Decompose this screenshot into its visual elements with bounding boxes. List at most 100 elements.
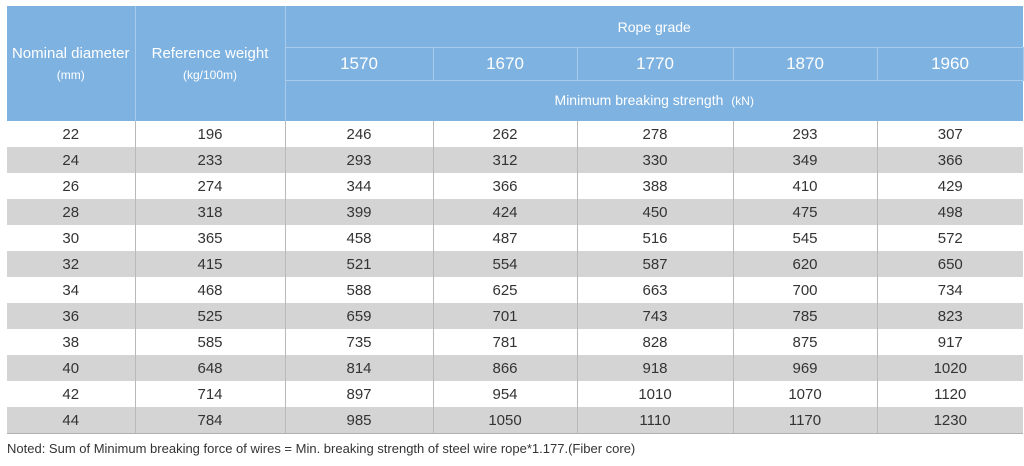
cell-grade-1770: 516: [576, 225, 733, 251]
cell-grade-1670: 781: [432, 329, 577, 355]
cell-nominal-diameter: 24: [7, 147, 135, 173]
cell-reference-weight: 274: [134, 173, 285, 199]
table-row: 26 274 344 366 388 410 429: [7, 173, 1023, 199]
cell-grade-1570: 588: [284, 277, 433, 303]
header-reference-weight: Reference weight (kg/100m): [135, 6, 286, 121]
cell-nominal-diameter: 34: [7, 277, 135, 303]
cell-grade-1870: 700: [732, 277, 877, 303]
cell-grade-1670: 366: [432, 173, 577, 199]
header-reference-weight-unit: (kg/100m): [182, 67, 238, 82]
cell-nominal-diameter: 28: [7, 199, 135, 225]
cell-grade-1870: 475: [732, 199, 877, 225]
cell-grade-1870: 620: [732, 251, 877, 277]
cell-grade-1570: 246: [284, 121, 433, 147]
cell-reference-weight: 196: [134, 121, 285, 147]
cell-grade-1870: 785: [732, 303, 877, 329]
cell-grade-1960: 572: [876, 225, 1023, 251]
cell-grade-1670: 262: [432, 121, 577, 147]
cell-grade-1960: 917: [876, 329, 1023, 355]
cell-nominal-diameter: 40: [7, 355, 135, 381]
rope-spec-table-container: Nominal diameter (mm) Reference weight (…: [7, 6, 1024, 434]
table-body: 22 196 246 262 278 293 307 24 233 293 312 330 349 366…: [7, 121, 1023, 434]
header-grade-1570: 1570: [284, 47, 434, 81]
cell-grade-1870: 969: [732, 355, 877, 381]
header-grade-1770: 1770: [576, 47, 734, 81]
cell-reference-weight: 318: [134, 199, 285, 225]
cell-grade-1960: 307: [876, 121, 1023, 147]
cell-grade-1670: 487: [432, 225, 577, 251]
table-row: 34 468 588 625 663 700 734: [7, 277, 1023, 303]
cell-nominal-diameter: 30: [7, 225, 135, 251]
cell-nominal-diameter: 36: [7, 303, 135, 329]
cell-grade-1570: 458: [284, 225, 433, 251]
cell-grade-1960: 429: [876, 173, 1023, 199]
cell-grade-1770: 743: [576, 303, 733, 329]
cell-reference-weight: 468: [134, 277, 285, 303]
cell-grade-1570: 814: [284, 355, 433, 381]
header-reference-weight-label: Reference weight: [151, 44, 269, 62]
table-row: 32 415 521 554 587 620 650: [7, 251, 1023, 277]
cell-grade-1570: 293: [284, 147, 433, 173]
cell-grade-1570: 735: [284, 329, 433, 355]
cell-grade-1870: 545: [732, 225, 877, 251]
cell-nominal-diameter: 32: [7, 251, 135, 277]
header-grade-1960: 1960: [876, 47, 1024, 81]
cell-grade-1960: 823: [876, 303, 1023, 329]
cell-reference-weight: 648: [134, 355, 285, 381]
cell-grade-1570: 521: [284, 251, 433, 277]
cell-grade-1960: 366: [876, 147, 1023, 173]
cell-grade-1870: 875: [732, 329, 877, 355]
cell-reference-weight: 415: [134, 251, 285, 277]
cell-grade-1960: 734: [876, 277, 1023, 303]
cell-nominal-diameter: 22: [7, 121, 135, 147]
cell-nominal-diameter: 42: [7, 381, 135, 407]
cell-grade-1670: 954: [432, 381, 577, 407]
cell-grade-1770: 663: [576, 277, 733, 303]
header-min-breaking-strength-label: Minimum breaking strength: [554, 92, 724, 108]
header-nominal-diameter-label: Nominal diameter: [11, 44, 130, 62]
cell-grade-1770: 330: [576, 147, 733, 173]
header-min-breaking-strength: Minimum breaking strength (kN): [285, 80, 1023, 121]
cell-reference-weight: 233: [134, 147, 285, 173]
table-row: 24 233 293 312 330 349 366: [7, 147, 1023, 173]
cell-grade-1770: 388: [576, 173, 733, 199]
cell-grade-1670: 701: [432, 303, 577, 329]
cell-grade-1570: 659: [284, 303, 433, 329]
cell-grade-1670: 424: [432, 199, 577, 225]
cell-grade-1960: 1120: [876, 381, 1023, 407]
table-row: 22 196 246 262 278 293 307: [7, 121, 1023, 147]
table-row: 36 525 659 701 743 785 823: [7, 303, 1023, 329]
cell-grade-1770: 918: [576, 355, 733, 381]
cell-grade-1570: 344: [284, 173, 433, 199]
header-nominal-diameter: Nominal diameter (mm): [7, 6, 136, 121]
cell-grade-1670: 312: [432, 147, 577, 173]
cell-grade-1870: 1170: [732, 407, 877, 434]
cell-grade-1770: 278: [576, 121, 733, 147]
cell-grade-1570: 897: [284, 381, 433, 407]
cell-reference-weight: 365: [134, 225, 285, 251]
table-row: 40 648 814 866 918 969 1020: [7, 355, 1023, 381]
cell-grade-1960: 1230: [876, 407, 1023, 434]
cell-reference-weight: 585: [134, 329, 285, 355]
cell-grade-1770: 450: [576, 199, 733, 225]
header-grade-1670: 1670: [432, 47, 578, 81]
cell-grade-1870: 410: [732, 173, 877, 199]
cell-grade-1870: 293: [732, 121, 877, 147]
header-min-breaking-strength-unit: (kN): [731, 94, 754, 108]
cell-grade-1770: 587: [576, 251, 733, 277]
cell-grade-1870: 349: [732, 147, 877, 173]
cell-grade-1670: 866: [432, 355, 577, 381]
cell-grade-1570: 399: [284, 199, 433, 225]
table-row: 30 365 458 487 516 545 572: [7, 225, 1023, 251]
cell-grade-1960: 1020: [876, 355, 1023, 381]
footnote: Noted: Sum of Minimum breaking force of …: [7, 441, 636, 456]
cell-grade-1870: 1070: [732, 381, 877, 407]
header-nominal-diameter-unit: (mm): [56, 67, 85, 82]
cell-grade-1770: 828: [576, 329, 733, 355]
cell-grade-1960: 650: [876, 251, 1023, 277]
cell-nominal-diameter: 26: [7, 173, 135, 199]
cell-grade-1670: 625: [432, 277, 577, 303]
cell-reference-weight: 714: [134, 381, 285, 407]
cell-grade-1570: 985: [284, 407, 433, 434]
cell-nominal-diameter: 38: [7, 329, 135, 355]
